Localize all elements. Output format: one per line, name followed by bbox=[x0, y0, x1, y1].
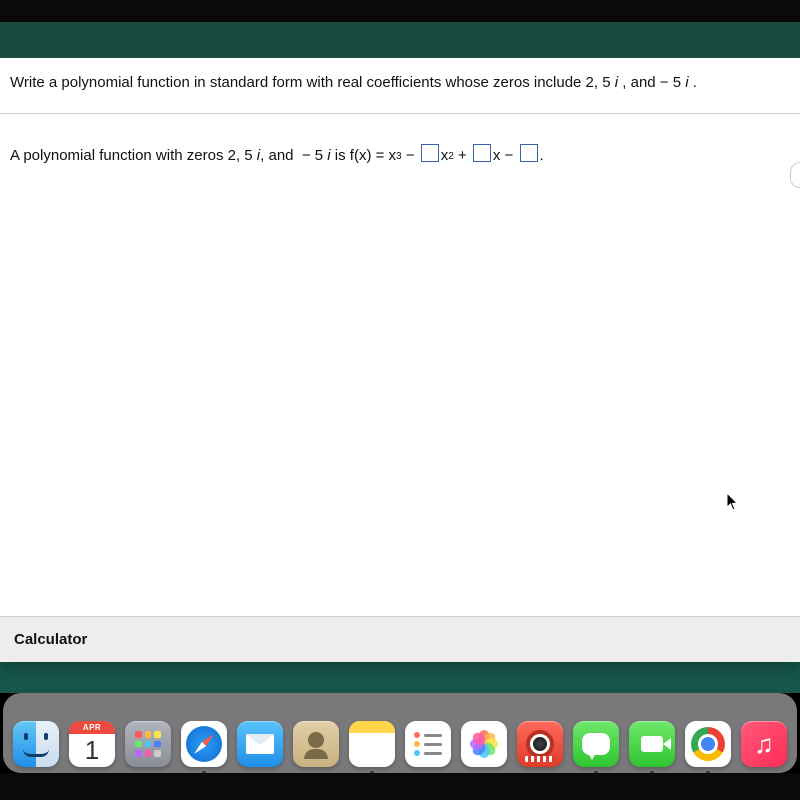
blank-input-1[interactable] bbox=[421, 144, 439, 162]
blank-input-2[interactable] bbox=[473, 144, 491, 162]
calculator-label: Calculator bbox=[14, 631, 87, 648]
laptop-screen: Write a polynomial function in standard … bbox=[0, 0, 800, 800]
reminders-icon[interactable] bbox=[405, 721, 451, 767]
window-header-strip bbox=[0, 22, 800, 58]
homework-app-window: Write a polynomial function in standard … bbox=[0, 22, 800, 662]
chrome-icon[interactable] bbox=[685, 721, 731, 767]
calculator-bar[interactable]: Calculator bbox=[0, 616, 800, 662]
calendar-icon[interactable]: APR 1 bbox=[69, 721, 115, 767]
dock-area: APR 1 bbox=[0, 693, 800, 773]
messages-icon[interactable] bbox=[573, 721, 619, 767]
facetime-icon[interactable] bbox=[629, 721, 675, 767]
desktop-background[interactable]: Write a polynomial function in standard … bbox=[0, 22, 800, 693]
calendar-month: APR bbox=[69, 721, 115, 734]
contacts-icon[interactable] bbox=[293, 721, 339, 767]
dock: APR 1 bbox=[3, 693, 797, 773]
scroll-pill[interactable] bbox=[790, 162, 800, 188]
launchpad-icon[interactable] bbox=[125, 721, 171, 767]
calendar-day: 1 bbox=[85, 734, 99, 767]
bottom-bezel bbox=[0, 773, 800, 800]
finder-icon[interactable] bbox=[13, 721, 59, 767]
equation: A polynomial function with zeros 2, 5 i,… bbox=[10, 142, 790, 169]
safari-icon[interactable] bbox=[181, 721, 227, 767]
blank-input-3[interactable] bbox=[520, 144, 538, 162]
answer-area: A polynomial function with zeros 2, 5 i,… bbox=[0, 114, 800, 617]
notes-icon[interactable] bbox=[349, 721, 395, 767]
music-icon[interactable]: ♫ bbox=[741, 721, 787, 767]
photos-icon[interactable] bbox=[461, 721, 507, 767]
question-prompt: Write a polynomial function in standard … bbox=[0, 58, 800, 114]
photobooth-icon[interactable] bbox=[517, 721, 563, 767]
top-bezel bbox=[0, 0, 800, 22]
mail-icon[interactable] bbox=[237, 721, 283, 767]
